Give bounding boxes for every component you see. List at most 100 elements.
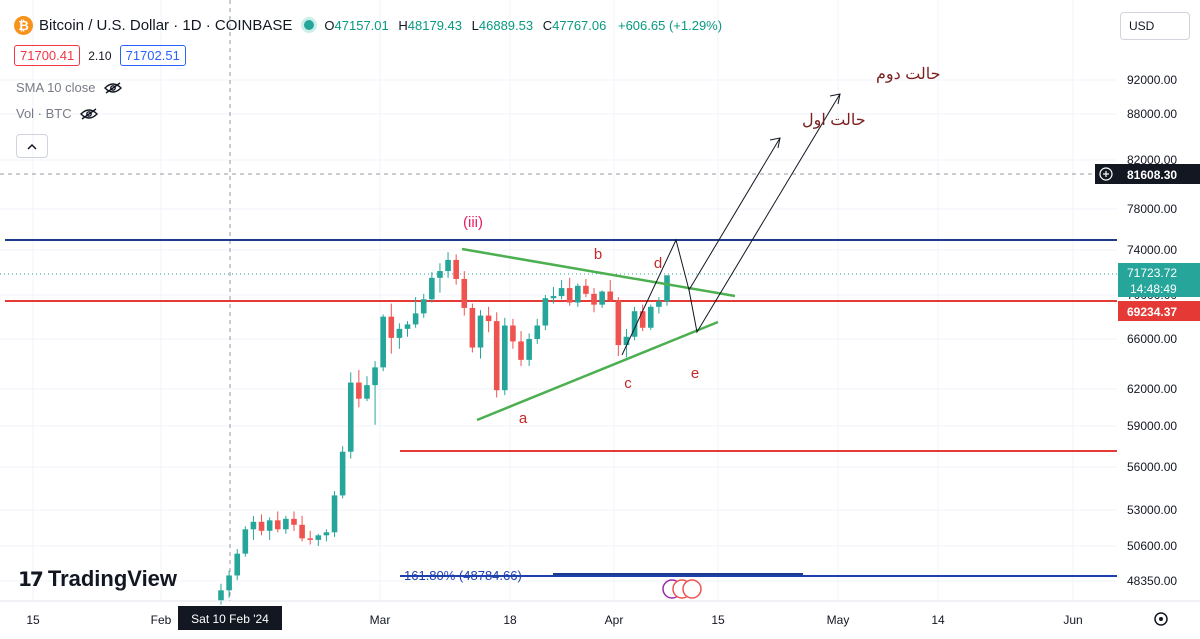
last-price-label: 71723.72 <box>1127 266 1177 280</box>
arrowhead-icon <box>829 93 841 105</box>
y-tick-label: 82000.00 <box>1127 153 1177 167</box>
fib-level-label: 161.80% (48784.66) <box>404 568 522 583</box>
x-tick-label: Feb <box>151 613 172 627</box>
y-tick-label: 66000.00 <box>1127 332 1177 346</box>
candle-body <box>647 306 654 328</box>
candle-body <box>526 339 532 360</box>
candle-body <box>347 382 354 452</box>
market-open-icon <box>304 20 315 30</box>
scenario-second-label: حالت دوم <box>876 66 941 83</box>
crosshair-price-label: 81608.30 <box>1127 168 1177 182</box>
candle-body <box>339 451 346 496</box>
candle-body <box>250 521 257 530</box>
x-tick-label: Apr <box>605 613 624 627</box>
candle-body <box>429 277 435 300</box>
y-tick-label: 53000.00 <box>1127 503 1177 517</box>
candle-body <box>291 518 297 525</box>
volume-label: Vol · BTC <box>16 106 72 121</box>
candle-body <box>364 385 370 399</box>
candle-body <box>485 315 492 322</box>
candle-body <box>299 524 305 539</box>
wave-label-d: d <box>654 255 662 272</box>
add-alert-icon <box>1099 167 1113 181</box>
candle-body <box>583 285 589 294</box>
candle-body <box>566 288 573 303</box>
candle-body <box>518 341 524 360</box>
sma-label: SMA 10 close <box>16 80 96 95</box>
candle-body <box>656 301 662 307</box>
ohlc-values: O47157.01 H48179.43 L46889.53 C47767.06 … <box>324 17 723 33</box>
candle-body <box>283 518 289 530</box>
sell-button[interactable]: 71700.41 <box>14 45 81 66</box>
watermark-text: TradingView <box>47 566 178 591</box>
last-price-tag <box>1118 263 1200 297</box>
candle-body <box>226 575 232 591</box>
spread-value: 2.10 <box>88 48 112 63</box>
wave-label-c: c <box>624 375 632 392</box>
buy-button[interactable]: 71702.51 <box>119 45 186 66</box>
collapse-legend-button[interactable] <box>16 134 48 158</box>
symbol-header[interactable]: ₿ Bitcoin / U.S. Dollar · 1D · COINBASE … <box>14 14 722 36</box>
y-tick-label: 88000.00 <box>1127 107 1177 121</box>
scenario-first-path <box>621 137 781 356</box>
indicator-sma[interactable]: SMA 10 close <box>16 80 122 95</box>
candle-body <box>631 311 638 337</box>
date-highlight-tag <box>178 606 282 630</box>
candle-body <box>420 299 427 314</box>
wave-label-e: e <box>691 365 699 382</box>
candle-body <box>599 291 605 305</box>
candle-body <box>412 313 419 325</box>
level-price-label: 69234.37 <box>1127 305 1177 319</box>
candle-body <box>372 367 378 386</box>
candle-body <box>542 298 549 326</box>
candle-body <box>575 285 581 303</box>
candle-body <box>502 325 508 391</box>
x-tick-label: Mar <box>370 613 391 627</box>
tradingview-logo-icon: 𝟭𝟳 <box>18 568 44 591</box>
x-tick-label: 14 <box>931 613 945 627</box>
currency-select[interactable]: USD <box>1120 12 1190 40</box>
candles <box>218 252 670 605</box>
candle-body <box>380 316 386 368</box>
settings-gear-icon <box>1154 612 1168 626</box>
y-tick-label: 62000.00 <box>1127 382 1177 396</box>
symbol-title[interactable]: Bitcoin / U.S. Dollar · 1D · COINBASE <box>39 16 293 34</box>
candle-body <box>258 521 265 531</box>
candle-body <box>234 553 241 576</box>
candle-body <box>396 328 403 338</box>
y-tick-label: 56000.00 <box>1127 460 1177 474</box>
indicator-volume[interactable]: Vol · BTC <box>16 106 98 121</box>
bitcoin-icon: ₿ <box>14 15 33 35</box>
triangle-upper-line <box>461 247 736 298</box>
candle-body <box>437 271 443 278</box>
candle-body <box>558 288 565 297</box>
drawings: (iii) a b c d e حالت اول حالت دوم <box>461 66 941 599</box>
candle-body <box>591 293 597 305</box>
x-tick-label: May <box>827 613 850 627</box>
date-highlight-label: Sat 10 Feb '24 <box>191 612 269 626</box>
candle-body <box>404 324 411 329</box>
candle-body <box>388 316 395 338</box>
y-tick-label: 48350.00 <box>1127 574 1177 588</box>
candle-body <box>623 336 630 346</box>
eye-hidden-icon[interactable] <box>79 107 98 120</box>
candle-body <box>534 325 541 339</box>
x-tick-label: 15 <box>711 613 725 627</box>
candle-body <box>639 311 646 328</box>
gear-center <box>1159 617 1163 621</box>
wave-label-a: a <box>519 410 528 427</box>
candle-body <box>493 321 500 391</box>
eye-hidden-icon[interactable] <box>103 81 122 94</box>
event-icon <box>682 579 702 599</box>
y-tick-label: 74000.00 <box>1127 243 1177 257</box>
tradingview-watermark: 𝟭𝟳 TradingView <box>18 566 177 592</box>
candle-body <box>453 259 459 279</box>
candle-body <box>274 520 281 530</box>
candle-body <box>315 535 322 540</box>
candle-body <box>477 315 484 348</box>
scenario-first-label: حالت اول <box>802 112 866 129</box>
candle-body <box>664 275 670 302</box>
